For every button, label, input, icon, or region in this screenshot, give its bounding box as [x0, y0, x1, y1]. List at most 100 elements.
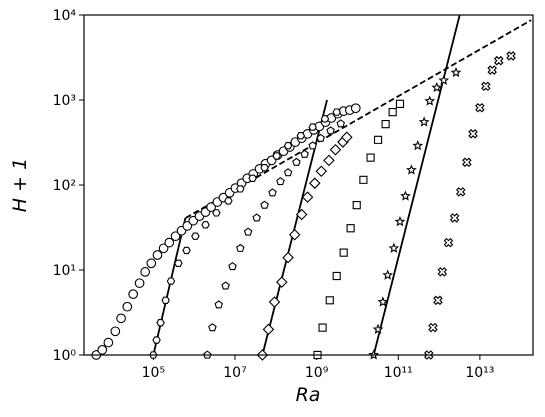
marker-hexagon: [201, 221, 210, 229]
marker-diamond: [268, 296, 281, 308]
marker-hexagon: [152, 336, 161, 344]
marker-star: [372, 323, 384, 334]
marker-square: [381, 120, 390, 129]
marker-circle: [103, 337, 114, 348]
marker-square: [332, 271, 341, 281]
marker-diamond: [341, 131, 353, 143]
marker-square: [373, 135, 383, 144]
marker-circle: [134, 278, 145, 289]
marker-star: [418, 116, 430, 127]
marker-hexagon: [166, 277, 176, 285]
marker-diamond: [288, 228, 301, 241]
marker-circle: [140, 267, 151, 277]
fit-line: [261, 99, 328, 356]
plot-frame: [83, 14, 534, 356]
marker-square: [359, 175, 368, 184]
marker-pentagon: [292, 157, 301, 166]
marker-star: [400, 190, 411, 201]
marker-x: [428, 322, 438, 333]
marker-diamond: [301, 191, 314, 203]
marker-pentagon: [316, 133, 325, 142]
marker-circle: [146, 258, 157, 269]
marker-pentagon: [252, 213, 261, 222]
marker-star: [412, 140, 424, 151]
marker-pentagon: [236, 243, 245, 252]
plot: [79, 14, 532, 361]
marker-star: [377, 296, 389, 307]
marker-square: [318, 323, 327, 332]
marker-x: [443, 237, 454, 248]
marker-hexagon: [182, 246, 191, 255]
marker-hexagon: [212, 209, 221, 217]
marker-circle: [128, 289, 138, 299]
marker-x: [493, 55, 504, 66]
marker-pentagon: [326, 126, 335, 135]
marker-circle: [122, 301, 133, 312]
marker-x: [481, 81, 491, 92]
marker-hexagon: [236, 185, 245, 193]
marker-pentagon: [228, 262, 237, 271]
marker-diamond: [282, 251, 294, 264]
marker-diamond: [275, 276, 288, 288]
marker-pentagon: [208, 323, 217, 332]
marker-circle: [206, 202, 216, 212]
marker-square: [339, 248, 348, 257]
marker-star: [438, 74, 450, 85]
marker-diamond: [315, 165, 328, 178]
y-tick-label: 10³: [53, 93, 76, 109]
marker-x: [437, 267, 448, 277]
y-tick-label: 10⁰: [53, 348, 77, 364]
marker-pentagon: [308, 141, 317, 150]
marker-pentagon: [268, 188, 277, 197]
marker-star: [450, 66, 462, 78]
marker-pentagon: [221, 281, 230, 290]
marker-hexagon: [296, 132, 306, 140]
marker-hexagon: [283, 142, 293, 150]
marker-hexagon: [272, 152, 281, 160]
marker-star: [388, 242, 400, 253]
x-axis-label: Ra: [296, 384, 321, 406]
marker-square: [388, 108, 397, 117]
marker-circle: [170, 231, 181, 242]
marker-x: [487, 65, 497, 75]
marker-hexagon: [174, 259, 183, 267]
marker-hexagon: [248, 174, 257, 182]
x-tick-label: 10⁷: [223, 365, 246, 381]
marker-square: [366, 153, 375, 162]
y-tick-label: 10¹: [53, 263, 76, 279]
marker-circle: [97, 344, 108, 355]
marker-star: [394, 216, 406, 227]
marker-square: [346, 224, 355, 233]
x-tick-label: 10⁹: [305, 365, 329, 381]
marker-circle: [164, 237, 175, 248]
marker-pentagon: [214, 300, 223, 309]
marker-circle: [110, 326, 121, 337]
fit-line: [372, 14, 461, 356]
marker-star: [382, 269, 394, 280]
y-tick-label: 10⁴: [53, 8, 77, 24]
marker-x: [449, 213, 460, 223]
fit-line: [152, 217, 187, 356]
marker-hexagon: [332, 108, 341, 116]
marker-x: [455, 187, 466, 197]
marker-circle: [152, 250, 163, 260]
marker-hexagon: [191, 232, 200, 240]
marker-star: [424, 95, 436, 106]
y-tick-label: 10²: [53, 178, 76, 194]
marker-diamond: [295, 208, 308, 221]
marker-diamond: [308, 177, 321, 189]
marker-pentagon: [336, 119, 346, 128]
marker-x: [506, 51, 516, 61]
marker-hexagon: [320, 115, 330, 123]
marker-diamond: [262, 323, 275, 336]
marker-pentagon: [243, 227, 253, 236]
x-tick-label: 10⁵: [142, 365, 165, 381]
marker-circle: [158, 243, 169, 254]
marker-circle: [116, 313, 126, 324]
marker-star: [431, 81, 443, 93]
marker-diamond: [323, 154, 335, 167]
y-axis-label: H + 1: [9, 158, 31, 212]
plot-area: [84, 15, 533, 355]
marker-hexagon: [156, 319, 165, 327]
